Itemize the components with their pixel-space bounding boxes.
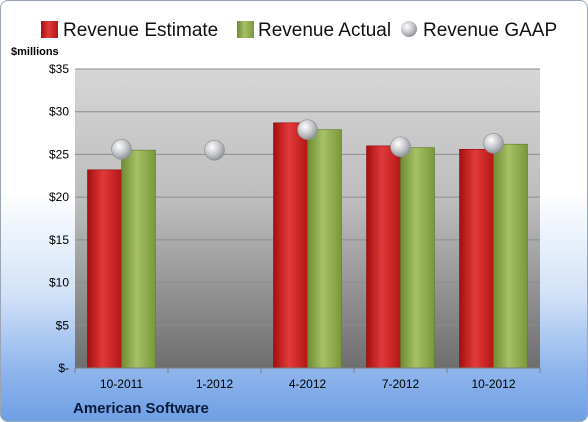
- legend-swatch-revenue-estimate: [41, 21, 58, 38]
- marker-revenue-gaap-10-2011: [111, 139, 132, 160]
- bar-revenue-estimate-7-2012: [366, 145, 401, 369]
- legend-label-revenue-gaap: Revenue GAAP: [423, 20, 557, 41]
- legend-marker-revenue-gaap: [401, 21, 417, 37]
- x-tick-label: 7-2012: [382, 377, 420, 391]
- legend-label-revenue-estimate: Revenue Estimate: [63, 20, 218, 41]
- bar-revenue-estimate-10-2012: [459, 149, 494, 369]
- y-tick-label: $35: [49, 62, 69, 76]
- gaap-markers: [111, 119, 504, 161]
- legend: Revenue Estimate Revenue Actual Revenue …: [41, 20, 557, 41]
- bar-revenue-actual-7-2012: [400, 147, 435, 369]
- y-tick-label: $25: [49, 147, 69, 161]
- bar-revenue-estimate-4-2012: [273, 122, 308, 369]
- footer-company-name: American Software: [73, 400, 209, 417]
- x-tick-label: 10-2011: [100, 377, 143, 391]
- bar-revenue-estimate-10-2011: [87, 169, 122, 369]
- bar-revenue-actual-10-2012: [493, 143, 528, 369]
- bar-revenue-actual-10-2011: [121, 149, 156, 369]
- y-tick-label: $15: [49, 233, 69, 247]
- unit-label: $millions: [11, 46, 59, 58]
- x-tick-label: 10-2012: [471, 377, 515, 391]
- x-tick-label: 4-2012: [289, 377, 327, 391]
- legend-swatch-revenue-actual: [237, 21, 254, 38]
- bars: [87, 122, 528, 369]
- x-tick-label: 1-2012: [196, 377, 234, 391]
- y-tick-label: $20: [49, 190, 69, 204]
- y-tick-label: $30: [49, 105, 69, 119]
- legend-label-revenue-actual: Revenue Actual: [258, 20, 391, 41]
- marker-revenue-gaap-1-2012: [204, 139, 225, 161]
- marker-revenue-gaap-7-2012: [390, 136, 411, 158]
- bar-revenue-actual-4-2012: [307, 129, 342, 369]
- y-axis-ticks: $- $5 $10 $15 $20 $25 $30 $35: [49, 62, 69, 375]
- marker-revenue-gaap-4-2012: [297, 119, 318, 140]
- marker-revenue-gaap-10-2012: [483, 133, 504, 154]
- y-tick-label: $-: [58, 361, 69, 375]
- y-tick-label: $10: [49, 276, 69, 290]
- x-axis-ticks: 10-2011 1-2012 4-2012 7-2012 10-2012: [74, 368, 541, 391]
- y-tick-label: $5: [56, 318, 70, 332]
